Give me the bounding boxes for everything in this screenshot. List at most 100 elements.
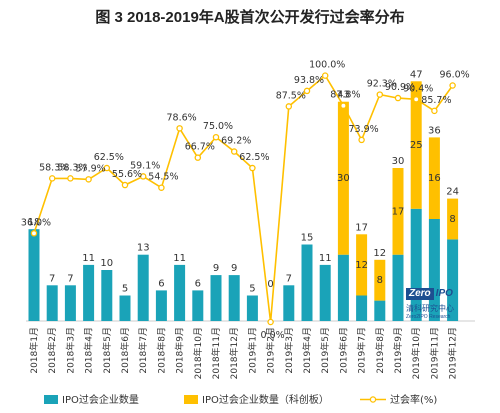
bar-star xyxy=(428,137,440,219)
x-tick-label: 2019年3月 xyxy=(283,327,295,374)
bar-total-label: 7 xyxy=(286,273,292,284)
bar-total-label: 5 xyxy=(122,284,128,295)
bar-total-label: 5 xyxy=(249,284,255,295)
rate-label: 96.0% xyxy=(440,69,470,80)
rate-label: 78.6% xyxy=(167,112,197,123)
bar-main xyxy=(192,290,204,321)
rate-point xyxy=(394,94,402,102)
rate-point xyxy=(103,164,111,172)
bar-total-label: 15 xyxy=(301,233,314,244)
x-tick-label: 2019年2月 xyxy=(265,327,277,374)
watermark-logo-a: Zero xyxy=(406,288,434,300)
x-tick-label: 2019年8月 xyxy=(374,327,386,374)
x-tick-label: 2019年7月 xyxy=(356,327,368,374)
bar-main xyxy=(228,275,240,321)
rate-label: 0.0% xyxy=(261,330,285,341)
legend-swatch-star xyxy=(184,395,198,404)
rate-label: 59.1% xyxy=(130,160,160,171)
bar-main xyxy=(101,270,113,321)
watermark-en: Zero2IPO Research xyxy=(406,314,451,320)
watermark-logo-b: IPO xyxy=(435,288,453,299)
bar-main xyxy=(46,285,58,321)
rate-label: 100.0% xyxy=(309,60,345,71)
watermark-logo: Zero IPO 清科研究中心 Zero2IPO Research xyxy=(406,288,472,320)
bar-main xyxy=(392,254,404,321)
bar-total-label: 6 xyxy=(158,278,164,289)
x-tick-label: 2018年12月 xyxy=(228,327,240,379)
rate-label: 58.3% xyxy=(57,162,87,173)
rate-line xyxy=(33,74,454,323)
chart-title: 图 3 2018-2019年A股首次公开发行过会率分布 xyxy=(95,9,405,26)
rate-point xyxy=(340,102,347,109)
legend-swatch-main xyxy=(44,395,58,404)
rate-point xyxy=(412,96,420,103)
x-tick-label: 2019年11月 xyxy=(428,327,440,379)
rate-point xyxy=(158,184,165,191)
rate-point xyxy=(48,175,56,182)
rate-label: 73.9% xyxy=(349,124,379,135)
bar-star xyxy=(447,198,459,240)
bar-total-label: 11 xyxy=(173,253,186,264)
bar-main xyxy=(410,208,422,321)
x-tick-label: 2019年5月 xyxy=(319,327,331,374)
bar-main xyxy=(64,285,76,321)
bar-star xyxy=(374,259,386,301)
bar-main xyxy=(119,295,131,321)
bar-total-label: 24 xyxy=(446,187,459,198)
bar-main xyxy=(301,244,313,321)
bar-total-label: 11 xyxy=(82,253,95,264)
rate-point xyxy=(285,103,293,110)
rate-label: 92.3% xyxy=(367,79,397,90)
bar-main xyxy=(356,295,368,321)
x-tick-label: 2018年4月 xyxy=(83,327,95,374)
bar-main xyxy=(83,264,95,321)
x-tick-label: 2018年2月 xyxy=(46,327,58,374)
bar-main xyxy=(447,239,459,321)
rate-point xyxy=(176,125,183,132)
rate-point xyxy=(194,154,202,161)
rate-label: 93.8% xyxy=(294,75,324,86)
x-tick-label: 2018年7月 xyxy=(137,327,149,374)
rate-point xyxy=(267,318,274,326)
bar-total-label: 47 xyxy=(410,69,423,80)
legend-label-star: IPO过会企业数量（科创板） xyxy=(202,393,329,406)
rate-label: 57.9% xyxy=(76,163,106,174)
bar-star-label: 8 xyxy=(377,275,383,286)
bar-total-label: 36 xyxy=(428,125,441,136)
bar-total-label: 10 xyxy=(100,258,113,269)
x-tick-label: 2019年1月 xyxy=(246,327,258,374)
rate-point xyxy=(230,148,238,155)
bar-main xyxy=(319,264,331,321)
rate-point xyxy=(249,164,256,172)
bar-main xyxy=(155,290,167,321)
x-tick-label: 2018年1月 xyxy=(28,327,40,374)
rate-label: 54.5% xyxy=(148,172,178,183)
rate-point xyxy=(303,87,311,95)
rate-label: 62.5% xyxy=(94,152,124,163)
rate-label: 69.2% xyxy=(221,136,251,147)
x-tick-label: 2019年4月 xyxy=(301,327,313,374)
bar-star xyxy=(392,168,404,255)
rate-point xyxy=(30,230,38,237)
bar-star xyxy=(356,234,368,296)
bar-star-label: 8 xyxy=(449,214,455,225)
bar-main xyxy=(374,300,386,321)
bar-total-label: 11 xyxy=(319,253,332,264)
bar-total-label: 9 xyxy=(231,263,237,274)
x-tick-label: 2019年10月 xyxy=(410,327,422,379)
bar-total-label: 7 xyxy=(49,273,55,284)
rate-label: 90.9% xyxy=(385,82,415,93)
rate-label: 87.5% xyxy=(276,90,306,101)
rate-point xyxy=(67,175,74,182)
bar-total-label: 6 xyxy=(195,278,201,289)
x-tick-label: 2018年8月 xyxy=(155,327,167,374)
bar-star-label: 12 xyxy=(355,260,368,271)
x-tick-label: 2018年11月 xyxy=(210,327,222,379)
bar-total-label: 0 xyxy=(267,279,273,290)
rate-label: 75.0% xyxy=(203,121,233,132)
rate-label: 66.7% xyxy=(185,142,215,153)
rate-label: 85.7% xyxy=(421,95,451,106)
rate-point xyxy=(212,133,220,141)
